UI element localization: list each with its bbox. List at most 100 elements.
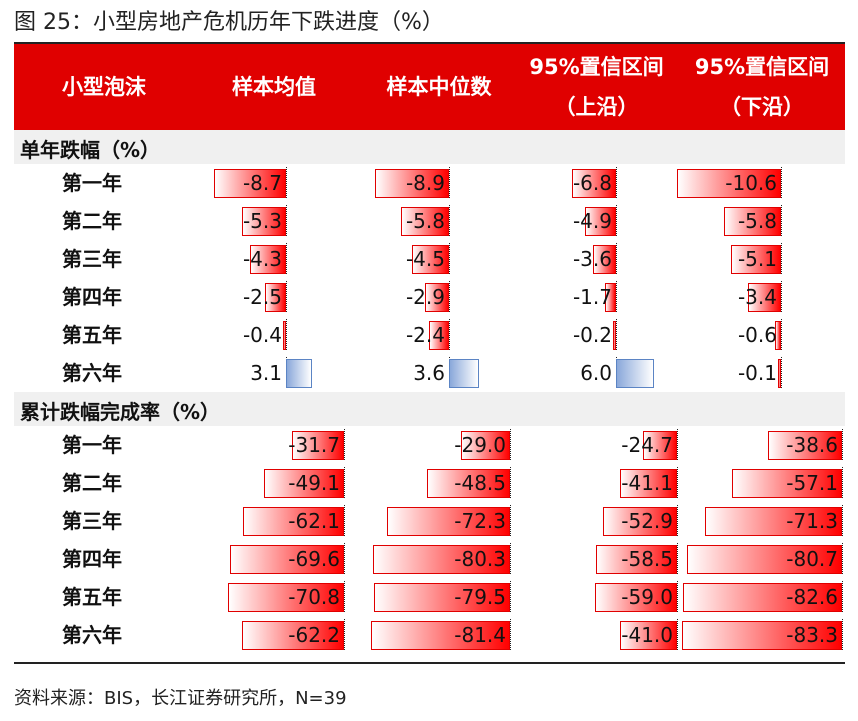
bar-axis (286, 167, 287, 198)
bar-axis (510, 505, 511, 536)
bar-axis (677, 619, 678, 650)
data-value-mean: -0.4 (242, 323, 282, 347)
data-bar-median (375, 169, 449, 198)
bar-axis (449, 319, 450, 350)
data-bar-mean (265, 283, 286, 312)
bar-axis (616, 281, 617, 312)
data-value-mean: -69.6 (288, 547, 340, 571)
header-ci-upper-line2: （上沿） (554, 95, 639, 119)
data-value-ci-lower: -83.3 (786, 623, 838, 647)
data-value-ci-lower: -57.1 (786, 471, 838, 495)
bar-axis (677, 429, 678, 460)
bar-axis (286, 243, 287, 274)
data-bar-mean (250, 245, 286, 274)
data-value-ci-upper: -1.7 (572, 285, 612, 309)
data-value-ci-lower: -82.6 (786, 585, 838, 609)
bar-axis (842, 505, 843, 536)
title-rule (14, 42, 845, 44)
data-value-ci-lower: -71.3 (786, 509, 838, 533)
row-label: 第四年 (62, 285, 122, 309)
table-title: 图 25：小型房地产危机历年下跌进度（%） (14, 10, 444, 35)
row-label: 第二年 (62, 209, 122, 233)
header-sample-mean-label: 样本均值 (232, 75, 316, 99)
row-label: 第三年 (62, 247, 122, 271)
bar-axis (842, 619, 843, 650)
data-bar-mean (282, 321, 286, 350)
data-value-mean: -70.8 (288, 585, 340, 609)
data-value-mean: -8.7 (242, 171, 282, 195)
row-label: 第五年 (62, 323, 122, 347)
data-value-median: -48.5 (454, 471, 506, 495)
data-value-ci-upper: -59.0 (621, 585, 673, 609)
row-label: 第二年 (62, 471, 122, 495)
bar-axis (781, 205, 782, 236)
data-value-ci-lower: -38.6 (786, 433, 838, 457)
data-value-mean: -2.5 (242, 285, 282, 309)
bar-axis (344, 505, 345, 536)
data-bar-ci-upper (619, 621, 677, 650)
row-label: 第一年 (62, 433, 122, 457)
data-value-ci-upper: -3.6 (572, 247, 612, 271)
bar-axis (286, 281, 287, 312)
bar-axis (449, 281, 450, 312)
data-value-mean: -62.1 (288, 509, 340, 533)
data-bar-ci-lower (747, 283, 781, 312)
bar-axis (677, 467, 678, 498)
row-label: 第四年 (62, 547, 122, 571)
data-value-median: -79.5 (454, 585, 506, 609)
header-ci-lower-line1: 95%置信区间 (694, 55, 830, 79)
data-value-median: -29.0 (454, 433, 506, 457)
bar-axis (781, 319, 782, 350)
bar-axis (781, 281, 782, 312)
data-bar-ci-lower (730, 245, 781, 274)
header-sample-median: 样本中位数 (354, 44, 524, 130)
bar-axis (616, 243, 617, 274)
header-bubble-type-label: 小型泡沫 (62, 75, 146, 99)
data-bar-median (449, 359, 479, 388)
data-value-ci-lower: -5.1 (737, 247, 777, 271)
data-value-ci-upper: -58.5 (621, 547, 673, 571)
bar-axis (510, 543, 511, 574)
bar-axis (677, 543, 678, 574)
data-value-mean: -62.2 (288, 623, 340, 647)
data-bar-median (427, 469, 510, 498)
data-bar-median (374, 583, 510, 612)
data-value-mean: -49.1 (288, 471, 340, 495)
row-label: 第六年 (62, 623, 122, 647)
data-value-mean: -31.7 (288, 433, 340, 457)
data-bar-ci-lower (778, 359, 781, 388)
bar-axis (286, 319, 287, 350)
source-note: 资料来源：BIS，长江证券研究所，N=39 (14, 688, 347, 709)
row-label: 第一年 (62, 171, 122, 195)
data-value-median: -8.9 (405, 171, 445, 195)
data-bar-ci-lower (775, 321, 781, 350)
section-header: 累计跌幅完成率（%） (14, 392, 845, 426)
bar-axis (449, 167, 450, 198)
data-bar-ci-lower (686, 545, 842, 574)
header-ci-lower-line2: （下沿） (720, 95, 804, 119)
bar-axis (510, 429, 511, 460)
data-bar-ci-lower (724, 207, 781, 236)
bar-axis (344, 467, 345, 498)
data-bar-mean (242, 207, 286, 236)
data-value-ci-upper: -41.1 (621, 471, 673, 495)
bar-axis (677, 505, 678, 536)
data-bar-ci-upper (595, 545, 677, 574)
data-bar-median (429, 321, 449, 350)
data-value-ci-lower: -0.6 (737, 323, 777, 347)
row-label: 第六年 (62, 361, 122, 385)
bar-axis (449, 243, 450, 274)
data-bar-ci-upper (605, 283, 616, 312)
data-value-ci-upper: -0.2 (572, 323, 612, 347)
data-value-ci-lower: -0.1 (737, 361, 777, 385)
data-value-mean: -4.3 (242, 247, 282, 271)
data-bar-mean (242, 507, 344, 536)
section-header: 单年跌幅（%） (14, 130, 845, 164)
data-value-median: -81.4 (454, 623, 506, 647)
bar-axis (344, 619, 345, 650)
data-value-ci-upper: -41.0 (621, 623, 673, 647)
bar-axis (781, 167, 782, 198)
table-header: 小型泡沫 样本均值 样本中位数 95%置信区间 （上沿） 95%置信区间 （下沿… (14, 44, 845, 130)
data-bar-ci-upper (619, 469, 677, 498)
data-bar-ci-lower (683, 583, 842, 612)
